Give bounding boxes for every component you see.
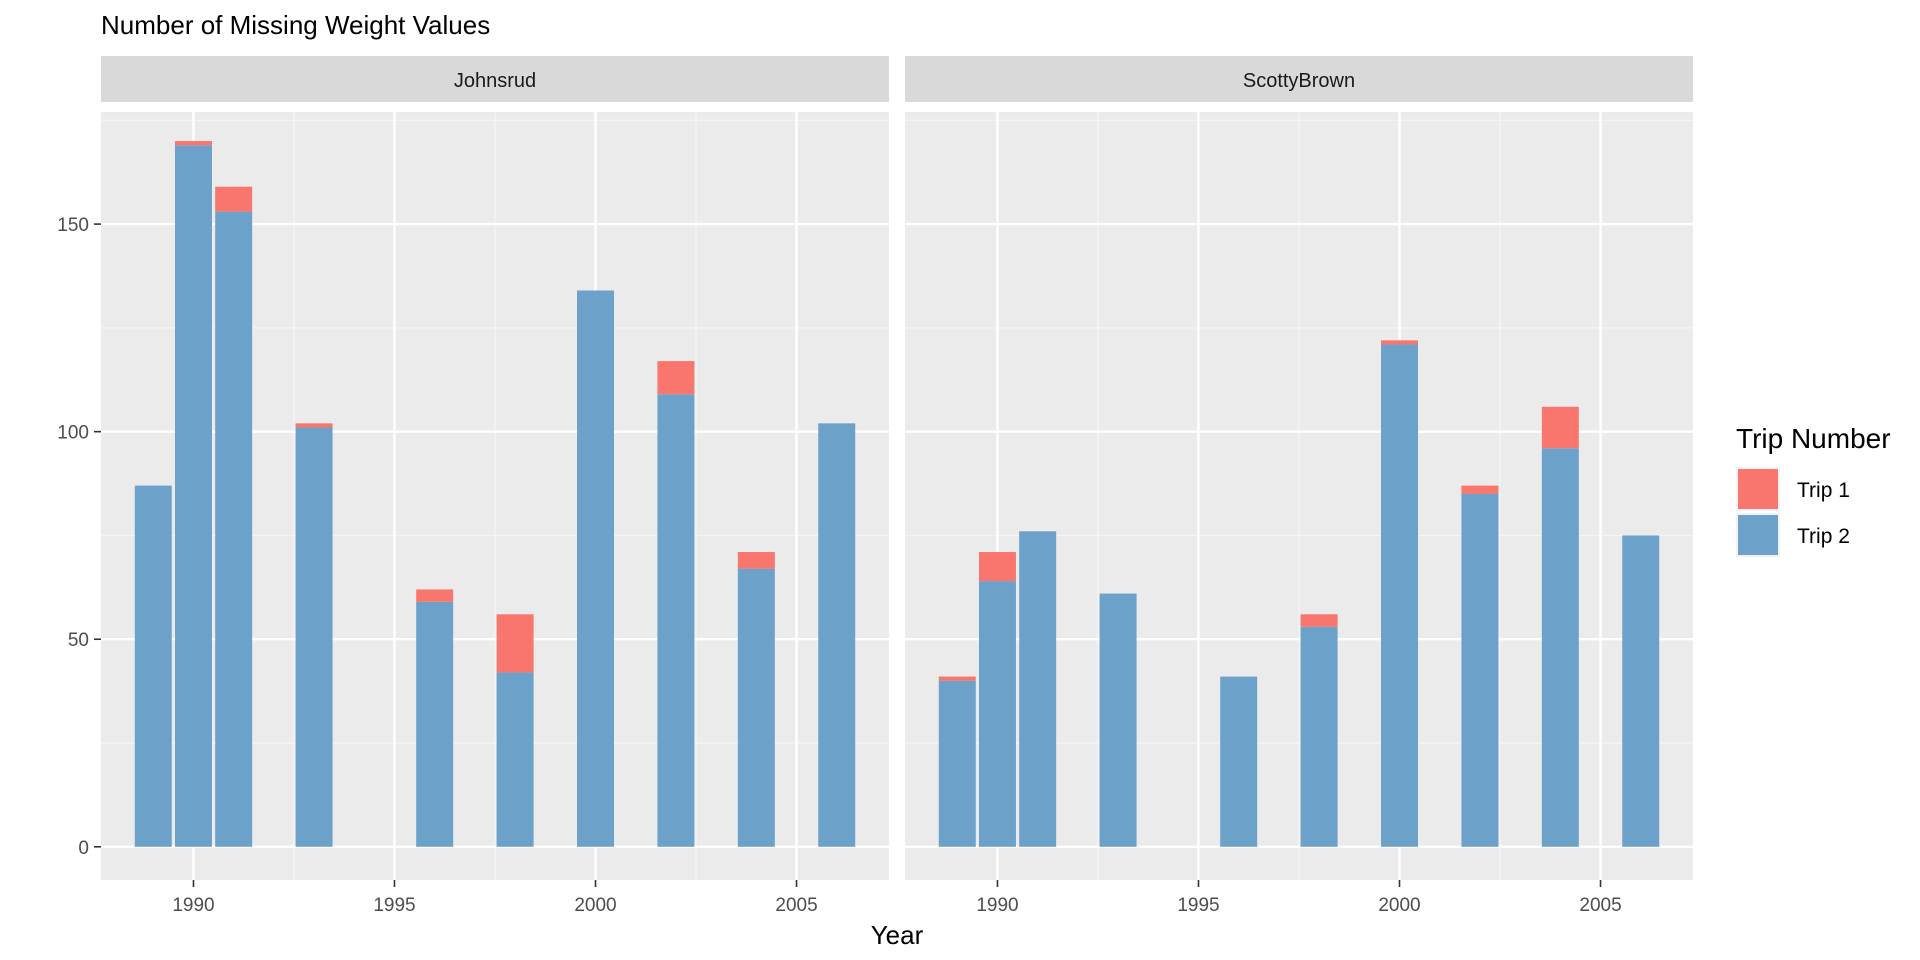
chart-title: Number of Missing Weight Values	[101, 10, 490, 40]
bar-trip-2-2002	[657, 394, 695, 847]
bar-trip-1-2004	[1541, 406, 1579, 449]
bar-trip-2-1989	[938, 680, 976, 847]
y-tick-label: 100	[57, 423, 89, 444]
bar-trip-2-2006	[818, 423, 856, 847]
bar-trip-1-1996	[416, 589, 454, 602]
facet-strip-label: Johnsrud	[454, 70, 536, 92]
bar-trip-2-2004	[737, 568, 775, 847]
facet-strip	[905, 56, 1693, 102]
bar-trip-2-1993	[1099, 593, 1137, 847]
bar-trip-2-2006	[1622, 535, 1660, 847]
facet-panels: Johnsrud 1990 1995 2000 2005 0 50 100 150 ScottyB…	[57, 56, 1693, 916]
y-tick-label: 50	[68, 630, 89, 651]
legend-key-trip-2	[1738, 515, 1778, 555]
x-tick-label: 1990	[172, 895, 214, 916]
x-tick-label: 1995	[1177, 895, 1219, 916]
bar-trip-2-1991	[215, 211, 253, 847]
x-tick-label: 2005	[1579, 895, 1621, 916]
legend-key-trip-1	[1738, 469, 1778, 509]
bar-trip-2-1990	[978, 581, 1016, 847]
bar-trip-2-1993	[295, 427, 333, 847]
bar-trip-2-2000	[1381, 344, 1419, 847]
bar-trip-2-1990	[174, 145, 212, 847]
legend-label-trip-2: Trip 2	[1797, 525, 1850, 548]
bar-trip-1-2000	[1381, 340, 1419, 345]
bar-trip-2-1991	[1019, 531, 1057, 847]
bar-trip-2-2002	[1461, 493, 1499, 847]
bar-trip-1-2002	[1461, 485, 1499, 494]
x-tick-label: 2005	[775, 895, 817, 916]
bar-trip-2-2000	[577, 290, 615, 847]
bar-trip-2-1998	[496, 672, 534, 847]
bar-trip-1-1989	[938, 676, 976, 681]
facet-johnsrud: Johnsrud 1990 1995 2000 2005 0 50 100 150	[57, 56, 889, 916]
bar-trip-1-1991	[215, 186, 253, 212]
legend-label-trip-1: Trip 1	[1797, 479, 1850, 502]
x-tick-label: 2000	[574, 895, 616, 916]
x-tick-label: 1990	[976, 895, 1018, 916]
x-tick-label: 1995	[373, 895, 415, 916]
facet-strip	[101, 56, 889, 102]
legend-title: Trip Number	[1736, 423, 1891, 454]
facet-strip-label: ScottyBrown	[1243, 70, 1355, 92]
bar-trip-2-1989	[134, 485, 172, 847]
bar-trip-1-2004	[737, 552, 775, 569]
bar-trip-2-1998	[1300, 626, 1338, 847]
y-tick-label: 0	[78, 838, 89, 859]
bar-trip-2-2004	[1541, 448, 1579, 847]
x-axis-title: Year	[871, 920, 924, 950]
bar-trip-1-2002	[657, 361, 695, 395]
bar-trip-1-1990	[174, 141, 212, 146]
x-tick-label: 2000	[1378, 895, 1420, 916]
y-tick-label: 150	[57, 215, 89, 236]
legend: Trip Number Trip 1 Trip 2	[1736, 423, 1891, 557]
bar-trip-1-1990	[978, 552, 1016, 582]
bar-trip-1-1993	[295, 423, 333, 428]
facet-scottybrown: ScottyBrown 1990 1995 2000 2005	[905, 56, 1693, 916]
bar-trip-2-1996	[1220, 676, 1258, 847]
bar-trip-1-1998	[1300, 614, 1338, 627]
bar-trip-1-1998	[496, 614, 534, 673]
bar-trip-2-1996	[416, 601, 454, 847]
